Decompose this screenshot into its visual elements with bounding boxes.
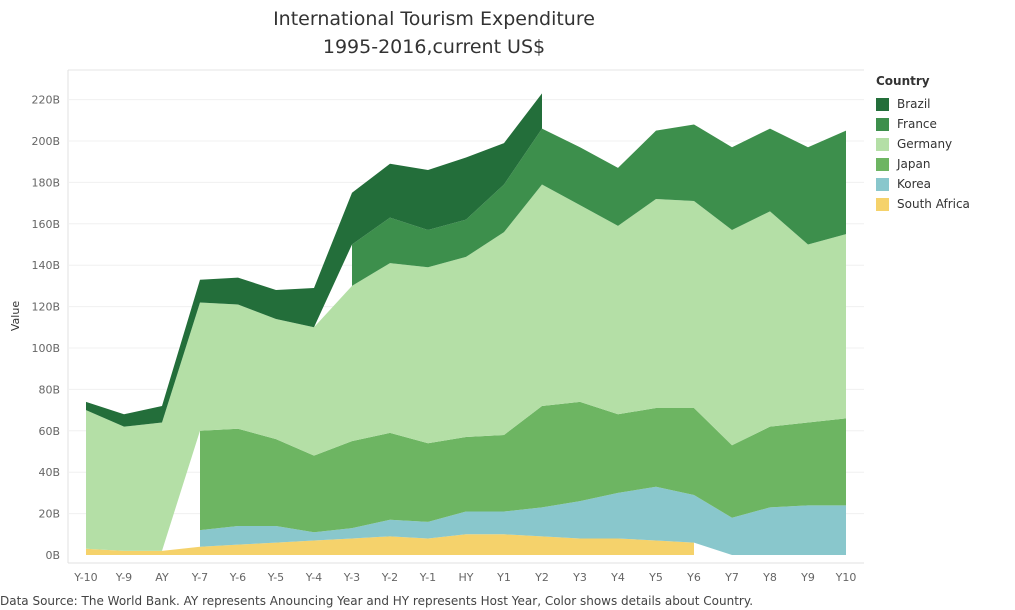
legend-item[interactable]: Japan	[876, 154, 970, 174]
x-tick-label: Y7	[724, 571, 739, 584]
legend-item[interactable]: Korea	[876, 174, 970, 194]
chart-subtitle: 1995-2016,current US$	[322, 36, 546, 58]
y-tick-label: 120B	[31, 301, 60, 314]
area-germany	[86, 184, 846, 551]
y-tick-label: 160B	[31, 218, 60, 231]
x-tick-label: Y-6	[229, 571, 246, 584]
y-tick-label: 140B	[31, 259, 60, 272]
area-south-africa	[86, 534, 694, 555]
area-brazil	[86, 93, 542, 427]
x-tick-label: Y-1	[419, 571, 436, 584]
y-tick-label: 100B	[31, 342, 60, 355]
legend-swatch	[876, 177, 889, 191]
legend-swatch	[876, 137, 889, 151]
legend-swatch	[876, 197, 889, 211]
area-japan	[200, 401, 846, 533]
y-axis-title: Value	[9, 301, 22, 331]
x-tick-label: Y-10	[73, 571, 97, 584]
legend-item[interactable]: France	[876, 114, 970, 134]
y-tick-label: 80B	[38, 383, 60, 396]
areas	[86, 93, 846, 555]
x-tick-label: Y5	[648, 571, 663, 584]
y-tick-label: 40B	[38, 466, 60, 479]
legend-item[interactable]: Brazil	[876, 94, 970, 114]
legend-label: South Africa	[897, 197, 970, 211]
x-tick-label: Y10	[835, 571, 857, 584]
x-tick-label: Y3	[572, 571, 587, 584]
legend-swatch	[876, 97, 889, 111]
legend-items: Brazil France Germany Japan Korea South …	[876, 94, 970, 214]
x-tick-label: Y2	[534, 571, 549, 584]
legend: Country Brazil France Germany Japan Kore…	[876, 74, 970, 214]
x-tick-label: Y-9	[115, 571, 132, 584]
legend-label: Korea	[897, 177, 932, 191]
legend-title: Country	[876, 74, 930, 88]
data-source-note: Data Source: The World Bank. AY represen…	[0, 594, 754, 608]
y-tick-label: 220B	[31, 94, 60, 107]
x-tick-label: AY	[155, 571, 169, 584]
x-tick-label: Y-5	[267, 571, 284, 584]
chart-title: International Tourism Expenditure	[273, 8, 595, 30]
x-tick-label: Y6	[686, 571, 701, 584]
legend-label: France	[897, 117, 937, 131]
x-tick-label: Y9	[800, 571, 815, 584]
x-tick-label: Y-7	[191, 571, 208, 584]
area-korea	[200, 486, 846, 555]
x-tick-label: Y-3	[343, 571, 360, 584]
legend-swatch	[876, 157, 889, 171]
axes: 0B 20B 40B 60B 80B 100B 120B 140B 160B 180B 200B 22…	[31, 94, 856, 584]
x-tick-label: HY	[459, 571, 474, 584]
x-tick-label: Y1	[496, 571, 511, 584]
legend-swatch	[876, 117, 889, 131]
legend-label: Brazil	[897, 97, 931, 111]
area-france	[352, 124, 846, 286]
y-tick-label: 20B	[38, 508, 60, 521]
legend-item[interactable]: South Africa	[876, 194, 970, 214]
y-tick-label: 180B	[31, 176, 60, 189]
x-tick-label: Y-2	[381, 571, 398, 584]
legend-label: Japan	[897, 157, 931, 171]
x-tick-label: Y-4	[305, 571, 322, 584]
legend-label: Germany	[897, 137, 953, 151]
legend-item[interactable]: Germany	[876, 134, 970, 154]
y-tick-label: 200B	[31, 135, 60, 148]
y-tick-label: 60B	[38, 425, 60, 438]
x-tick-label: Y8	[762, 571, 777, 584]
x-tick-label: Y4	[610, 571, 625, 584]
y-tick-label: 0B	[45, 549, 60, 562]
